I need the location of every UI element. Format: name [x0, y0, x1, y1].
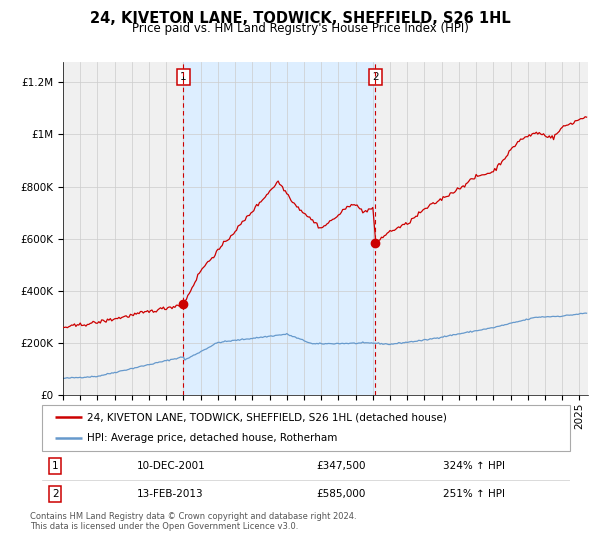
Text: 251% ↑ HPI: 251% ↑ HPI [443, 489, 505, 499]
Text: This data is licensed under the Open Government Licence v3.0.: This data is licensed under the Open Gov… [30, 522, 298, 531]
Text: 24, KIVETON LANE, TODWICK, SHEFFIELD, S26 1HL: 24, KIVETON LANE, TODWICK, SHEFFIELD, S2… [89, 11, 511, 26]
Text: 24, KIVETON LANE, TODWICK, SHEFFIELD, S26 1HL (detached house): 24, KIVETON LANE, TODWICK, SHEFFIELD, S2… [87, 412, 447, 422]
Text: £347,500: £347,500 [317, 461, 366, 472]
Text: 1: 1 [52, 461, 59, 472]
Bar [184, 62, 376, 395]
FancyBboxPatch shape [42, 405, 570, 451]
Text: 13-FEB-2013: 13-FEB-2013 [137, 489, 203, 499]
Text: HPI: Average price, detached house, Rotherham: HPI: Average price, detached house, Roth… [87, 433, 337, 444]
Text: 324% ↑ HPI: 324% ↑ HPI [443, 461, 505, 472]
Text: Price paid vs. HM Land Registry's House Price Index (HPI): Price paid vs. HM Land Registry's House … [131, 22, 469, 35]
Text: Contains HM Land Registry data © Crown copyright and database right 2024.: Contains HM Land Registry data © Crown c… [30, 512, 356, 521]
Text: 2: 2 [52, 489, 59, 499]
Text: 1: 1 [180, 72, 187, 82]
Text: £585,000: £585,000 [317, 489, 366, 499]
Text: 10-DEC-2001: 10-DEC-2001 [137, 461, 206, 472]
Text: 2: 2 [372, 72, 379, 82]
